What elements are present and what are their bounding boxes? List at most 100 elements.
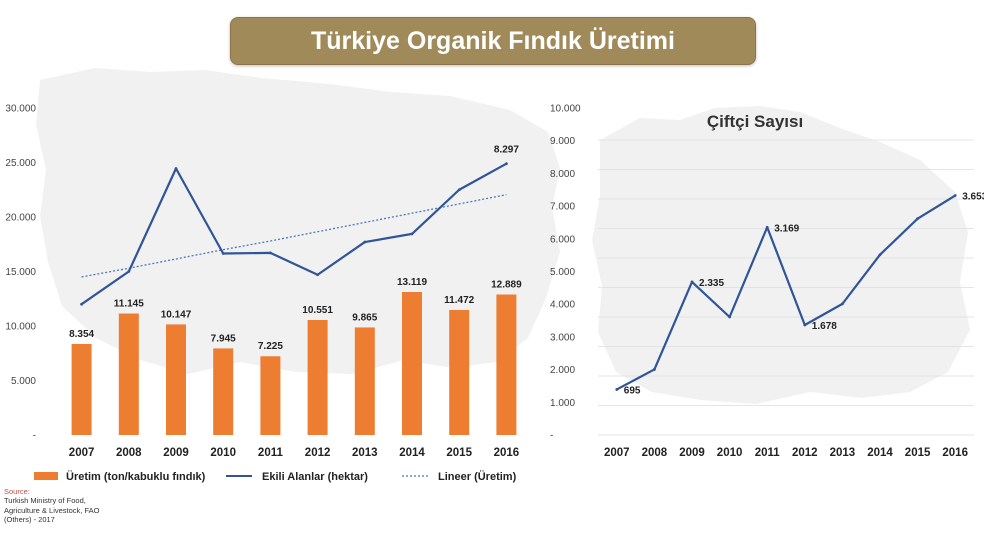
farmer-line-point — [953, 194, 957, 197]
right-y-tick-label: 2.000 — [550, 365, 575, 376]
farmer-line-point — [803, 323, 807, 327]
left-x-tick-label: 2012 — [305, 447, 331, 459]
farmer-line-point — [878, 253, 882, 257]
left-x-tick-label: 2014 — [399, 447, 425, 459]
left-y-axis: - 5.000 10.000 15.000 20.000 25.000 30.000 — [5, 104, 36, 442]
production-bar-label: 13.119 — [397, 277, 427, 288]
production-bar — [496, 294, 517, 435]
area-line-point — [363, 240, 367, 244]
farmer-x-tick-label: 2014 — [867, 447, 893, 459]
production-bar-label: 8.354 — [69, 329, 94, 340]
legend-label-production: Üretim (ton/kabuklu fındık) — [66, 470, 206, 483]
source-note: Source: Turkish Ministry of Food, Agricu… — [4, 487, 114, 525]
left-y-tick-label: 25.000 — [5, 158, 36, 169]
area-line-point — [80, 302, 83, 306]
production-bar — [307, 319, 328, 435]
map-silhouette-left — [36, 68, 560, 374]
trendline-path — [81, 194, 507, 278]
farmer-x-tick-label: 2007 — [604, 447, 630, 459]
left-x-tick-label: 2011 — [258, 447, 284, 459]
left-x-tick-label: 2013 — [352, 447, 378, 459]
left-y-tick-label: - — [33, 431, 36, 442]
title-banner: Türkiye Organik Fındık Üretimi — [230, 17, 756, 65]
source-heading: Source: — [4, 487, 30, 496]
farmer-data-label: 3.169 — [774, 223, 799, 234]
farmer-x-tick-label: 2009 — [679, 447, 705, 459]
farmer-x-tick-label: 2012 — [792, 447, 818, 459]
farmer-line-point — [728, 315, 731, 319]
left-x-tick-label: 2016 — [494, 447, 520, 459]
area-line-point — [457, 188, 461, 192]
area-line-label: 8.297 — [494, 145, 519, 156]
farmer-line-point — [653, 368, 656, 371]
production-bar-label: 11.145 — [114, 299, 144, 310]
production-bar — [354, 327, 375, 435]
production-bars — [71, 292, 517, 435]
right-y-tick-label: 5.000 — [550, 267, 575, 278]
left-x-tick-label: 2008 — [116, 447, 142, 459]
right-y-tick-label: - — [550, 431, 553, 442]
right-y-tick-label: 7.000 — [550, 202, 575, 213]
production-bar — [402, 292, 422, 435]
farmer-x-tick-label: 2010 — [717, 447, 743, 459]
production-bar — [71, 343, 92, 435]
farmer-gridlines — [598, 139, 974, 436]
page-title: Türkiye Organik Fındık Üretimi — [311, 26, 675, 55]
left-x-tick-label: 2009 — [163, 447, 189, 459]
farmer-line-point — [916, 217, 919, 221]
farmer-data-label: 1.678 — [812, 321, 837, 332]
area-line-point — [269, 251, 272, 255]
farmer-line-point — [615, 388, 619, 391]
right-y-axis: - 1.000 2.000 3.000 4.000 5.000 6.000 7.000 8.00… — [550, 104, 581, 442]
production-bar-label: 10.147 — [161, 309, 192, 320]
farmer-data-label: 3.653 — [962, 192, 984, 203]
production-bar — [260, 356, 281, 435]
production-bar-labels: 8.354 11.145 10.147 7.945 7.225 10.551 9.865 13… — [69, 277, 522, 352]
farmer-line-point — [841, 302, 844, 306]
farmer-chart-title: Çiftçi Sayısı — [707, 112, 803, 131]
right-y-tick-label: 9.000 — [550, 136, 575, 147]
farmer-x-tick-label: 2008 — [642, 447, 668, 459]
left-x-tick-label: 2010 — [210, 447, 236, 459]
farmer-line-point — [765, 225, 769, 229]
area-line-path — [80, 162, 507, 306]
left-y-tick-label: 20.000 — [5, 213, 36, 224]
farmer-x-tick-label: 2013 — [830, 447, 856, 459]
right-y-tick-label: 4.000 — [550, 300, 575, 311]
production-bar-label: 9.865 — [352, 312, 377, 323]
farmer-line — [615, 194, 957, 391]
area-line: 8.297 — [80, 145, 519, 306]
production-bar-label: 10.551 — [302, 305, 333, 316]
farmer-line-path — [616, 194, 956, 391]
farmer-data-labels: 695 2.335 3.169 1.678 3.653 — [624, 192, 984, 397]
farmer-data-label: 695 — [624, 385, 641, 396]
left-x-tick-label: 2015 — [446, 447, 472, 459]
production-bar-label: 7.945 — [211, 333, 236, 344]
right-y-tick-label: 10.000 — [550, 104, 581, 115]
left-x-tick-label: 2007 — [69, 447, 95, 459]
production-bar-label: 11.472 — [444, 295, 474, 306]
farmer-x-axis: 2007 2008 2009 2010 2011 2012 2013 2014 2015 2016 — [604, 447, 968, 459]
farmer-line-point — [690, 280, 694, 284]
left-x-axis: 2007 2008 2009 2010 2011 2012 2013 2014 2015 2016 — [69, 447, 519, 459]
left-y-tick-label: 5.000 — [11, 376, 36, 387]
map-silhouette-right — [592, 106, 970, 404]
area-line-point — [410, 232, 414, 236]
left-y-tick-label: 10.000 — [5, 322, 36, 333]
production-bar-label: 7.225 — [258, 341, 283, 352]
right-y-tick-label: 3.000 — [550, 332, 575, 343]
left-y-tick-label: 15.000 — [5, 267, 36, 278]
legend: Üretim (ton/kabuklu fındık) Ekili Alanla… — [34, 470, 517, 483]
production-bar-label: 12.889 — [491, 280, 522, 291]
area-line-point — [505, 162, 508, 166]
area-line-point — [127, 270, 131, 273]
farmer-data-label: 2.335 — [699, 278, 724, 289]
left-y-tick-label: 30.000 — [5, 104, 36, 115]
source-text: Turkish Ministry of Food, Agriculture & … — [4, 496, 100, 525]
production-bar — [166, 324, 186, 435]
legend-label-trend: Lineer (Üretim) — [438, 470, 517, 483]
production-bar — [449, 309, 470, 435]
